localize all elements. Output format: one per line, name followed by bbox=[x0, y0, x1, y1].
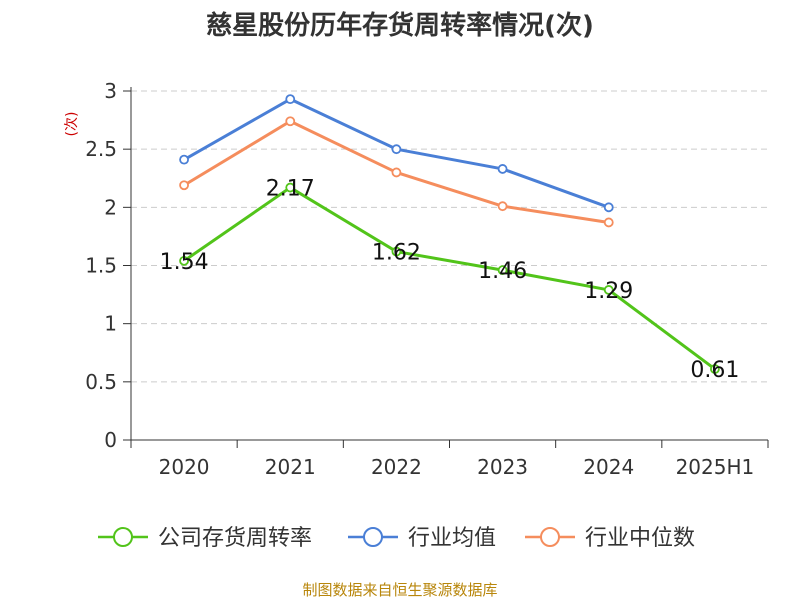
legend-swatch-marker bbox=[363, 527, 383, 547]
data-point bbox=[391, 167, 402, 178]
x-tick-label: 2023 bbox=[477, 455, 528, 479]
data-point bbox=[179, 154, 189, 165]
x-tick-label: 2022 bbox=[371, 455, 422, 479]
data-point bbox=[603, 285, 614, 295]
data-point bbox=[603, 202, 614, 213]
data-label: 1.29 bbox=[584, 279, 633, 304]
y-tick-label: 2 bbox=[104, 195, 117, 219]
y-tick-label: 2.5 bbox=[85, 137, 117, 161]
data-point bbox=[179, 180, 189, 191]
axes: 0 0.5 1 1.5 2 2.5 3 2020 2021 2022 2023 2024 2025H1 bbox=[85, 79, 769, 479]
legend-label: 行业中位数 bbox=[585, 526, 695, 551]
data-point bbox=[285, 94, 296, 105]
chart-title: 慈星股份历年存货周转率情况(次) bbox=[206, 10, 594, 41]
data-label: 1.46 bbox=[478, 259, 527, 284]
data-label: 1.54 bbox=[160, 250, 209, 275]
legend-item-2[interactable]: 行业中位数 bbox=[525, 526, 695, 551]
data-point bbox=[285, 182, 296, 193]
x-tick-label: 2020 bbox=[159, 455, 210, 479]
data-point bbox=[391, 144, 402, 155]
y-tick-label: 0 bbox=[104, 428, 117, 452]
data-point bbox=[603, 217, 614, 228]
legend-swatch-marker bbox=[540, 527, 560, 547]
series-line-0 bbox=[183, 186, 716, 371]
data-point bbox=[710, 364, 720, 374]
y-tick-label: 1.5 bbox=[85, 254, 117, 278]
legend-label: 行业均值 bbox=[408, 526, 496, 551]
y-tick-label: 3 bbox=[104, 79, 117, 103]
data-label: 2.17 bbox=[266, 177, 315, 202]
x-tick-label: 2021 bbox=[265, 455, 316, 479]
legend-label: 公司存货周转率 bbox=[158, 526, 312, 551]
y-tick-label: 1 bbox=[104, 312, 117, 336]
legend-item-1[interactable]: 行业均值 bbox=[348, 526, 496, 551]
data-point bbox=[497, 265, 508, 276]
y-tick-label: 0.5 bbox=[85, 370, 117, 394]
source-note: 制图数据来自恒生聚源数据库 bbox=[302, 581, 497, 599]
data-point bbox=[497, 201, 508, 212]
legend[interactable]: 公司存货周转率 行业均值 行业中位数 bbox=[98, 526, 695, 551]
data-label: 1.62 bbox=[372, 241, 421, 266]
data-label: 0.61 bbox=[690, 358, 739, 383]
y-axis-label: (次) bbox=[64, 112, 80, 137]
series-group: 1.54 2.17 1.62 1.46 1.29 0.61 bbox=[160, 94, 739, 383]
data-point bbox=[285, 116, 296, 127]
x-tick-label: 2024 bbox=[583, 455, 634, 479]
data-point bbox=[179, 255, 189, 266]
grid bbox=[131, 90, 768, 383]
x-tick-label: 2025H1 bbox=[676, 455, 755, 479]
legend-swatch-marker bbox=[113, 527, 133, 547]
data-point bbox=[391, 246, 402, 257]
data-point bbox=[497, 164, 508, 174]
legend-item-0[interactable]: 公司存货周转率 bbox=[98, 526, 312, 551]
